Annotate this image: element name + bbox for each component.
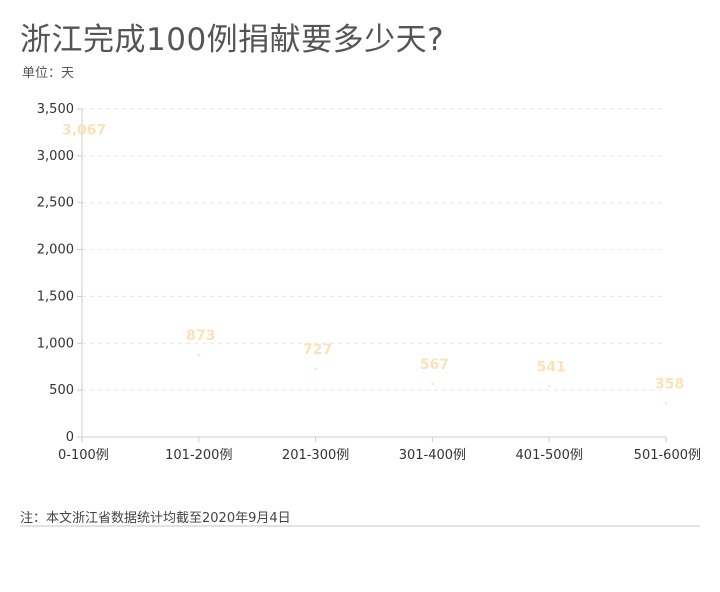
- x-tick-label: 501-600例: [634, 448, 701, 463]
- data-point: [80, 148, 84, 151]
- x-tick-label: 401-500例: [516, 448, 583, 463]
- y-tick-label: 3,000: [37, 149, 74, 164]
- data-point: [431, 382, 434, 386]
- data-point: [197, 353, 200, 357]
- x-tick-label: 301-400例: [399, 448, 466, 463]
- data-point: [548, 385, 551, 388]
- data-point: [314, 367, 317, 371]
- chart-title: 浙江完成100例捐献要多少天?: [20, 22, 445, 58]
- data-label: 567: [420, 357, 449, 373]
- data-point: [664, 402, 668, 405]
- chart-subtitle: 单位：天: [22, 66, 75, 81]
- footer-divider: [20, 525, 700, 527]
- data-label: 358: [655, 376, 684, 392]
- data-label: 727: [303, 342, 332, 358]
- data-label: 541: [537, 359, 566, 375]
- y-tick-label: 3,500: [37, 102, 74, 117]
- y-tick-label: 500: [49, 383, 74, 398]
- data-label: 3,067: [62, 123, 106, 139]
- data-label: 873: [186, 328, 215, 344]
- x-tick-label: 0-100例: [58, 448, 109, 463]
- y-tick-label: 1,000: [37, 336, 74, 351]
- x-tick-label: 101-200例: [165, 448, 232, 463]
- y-tick-label: 2,500: [37, 196, 74, 211]
- y-tick-label: 2,000: [37, 243, 74, 258]
- footer-note: 注：本文浙江省数据统计均截至2020年9月4日: [20, 511, 291, 526]
- y-tick-label: 0: [66, 430, 74, 445]
- x-tick-label: 201-300例: [282, 448, 349, 463]
- line-chart: 0 500 1,000 1,500 2,000 2,500 3,000 3,500 0-100例…: [37, 102, 701, 463]
- y-tick-label: 1,500: [37, 289, 74, 304]
